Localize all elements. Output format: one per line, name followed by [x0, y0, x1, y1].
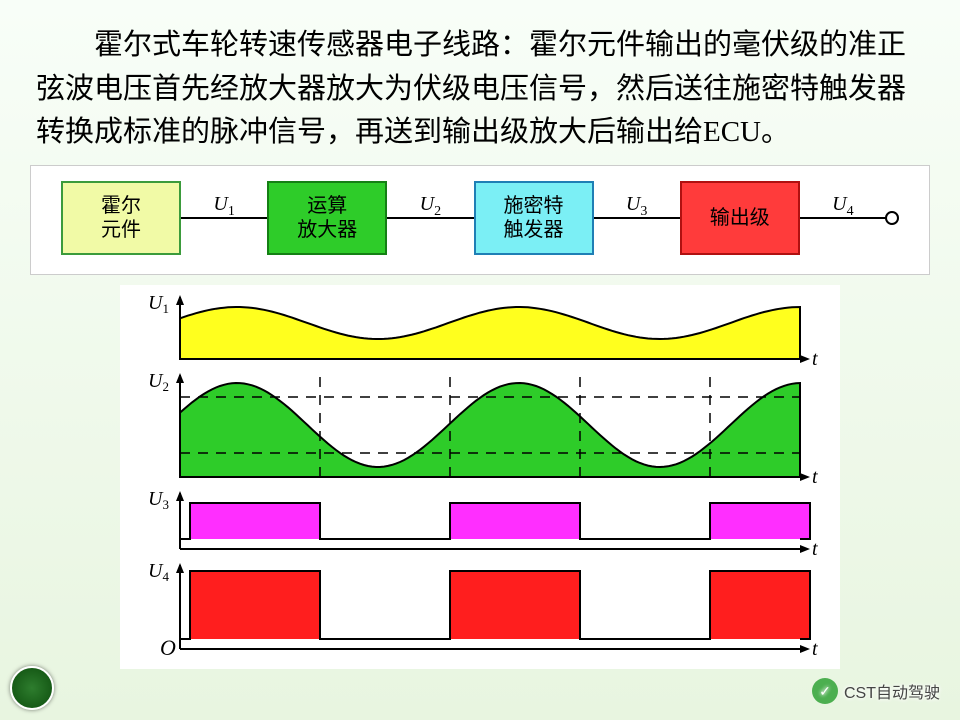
block-hall-element: 霍尔 元件 — [61, 181, 181, 255]
connector-u2: U2 — [387, 217, 473, 219]
logo-badge-icon — [10, 666, 54, 710]
waveform-U₂: U2 t — [130, 373, 830, 487]
block-schmitt-trigger: 施密特 触发器 — [474, 181, 594, 255]
connector-u4: U4 — [800, 217, 886, 219]
watermark-label: CST自动驾驶 — [844, 679, 940, 703]
svg-text:t: t — [812, 466, 818, 487]
waveform-U₃: U3 t — [130, 491, 830, 559]
block-diagram: 霍尔 元件 U1 运算 放大器 U2 施密特 触发器 U3 输出级 U4 — [30, 165, 930, 275]
connector-u3: U3 — [594, 217, 680, 219]
svg-text:t: t — [812, 348, 818, 369]
svg-text:U3: U3 — [150, 491, 169, 512]
svg-text:t: t — [812, 538, 818, 559]
waveform-U₁: U1 t — [130, 295, 830, 369]
svg-text:O: O — [160, 635, 176, 659]
signal-label-u2: U2 — [420, 193, 441, 220]
svg-text:t: t — [812, 638, 818, 659]
block-op-amp: 运算 放大器 — [267, 181, 387, 255]
signal-label-u3: U3 — [626, 193, 647, 220]
svg-text:U2: U2 — [150, 373, 169, 394]
signal-label-u4: U4 — [832, 193, 853, 220]
connector-u1: U1 — [181, 217, 267, 219]
waveform-U₄: U4 t O — [130, 563, 830, 659]
watermark: ✓ CST自动驾驶 — [812, 678, 940, 704]
waveform-panel: U1 t U2 t — [120, 285, 840, 669]
svg-text:U4: U4 — [150, 563, 169, 584]
description-paragraph: 霍尔式车轮转速传感器电子线路：霍尔元件输出的毫伏级的准正弦波电压首先经放大器放大… — [0, 0, 960, 165]
output-terminal-icon — [885, 211, 899, 225]
signal-label-u1: U1 — [213, 193, 234, 220]
block-output-stage: 输出级 — [680, 181, 800, 255]
wechat-icon: ✓ — [812, 678, 838, 704]
svg-text:U1: U1 — [150, 295, 169, 316]
